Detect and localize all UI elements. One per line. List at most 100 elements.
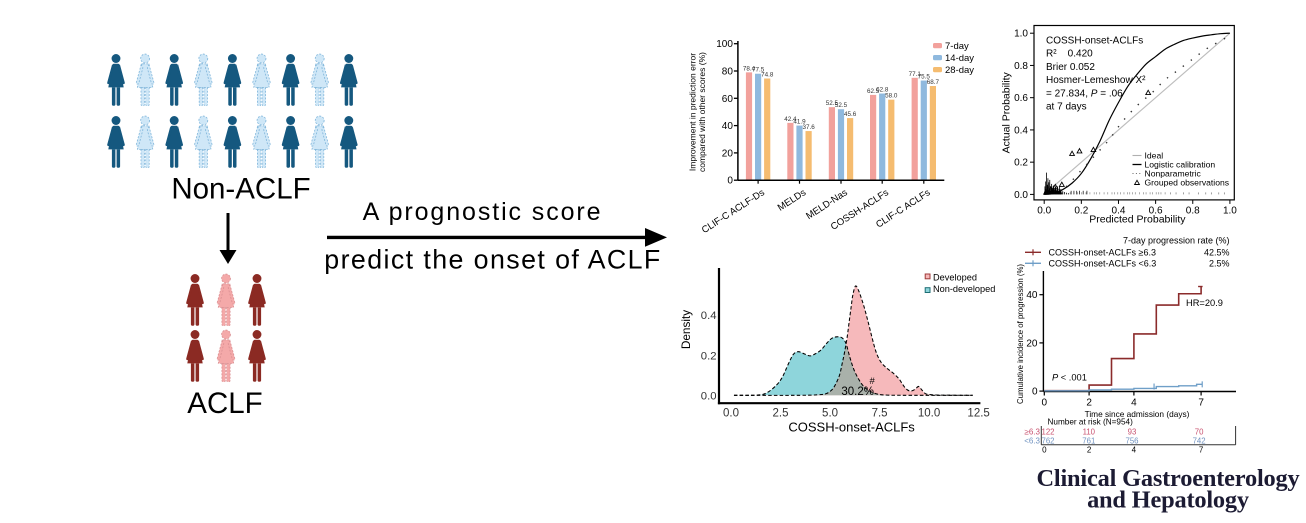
svg-text:40: 40 xyxy=(1026,290,1038,301)
svg-text:0.4: 0.4 xyxy=(1112,206,1126,217)
svg-text:R² 0.420: R² 0.420 xyxy=(1046,49,1093,60)
svg-text:762: 762 xyxy=(1041,436,1054,445)
svg-text:MELDs: MELDs xyxy=(776,187,809,213)
svg-text:Number at risk (N=954): Number at risk (N=954) xyxy=(1048,418,1134,427)
svg-text:at 7 days: at 7 days xyxy=(1046,102,1087,113)
svg-text:77.5: 77.5 xyxy=(752,67,765,74)
svg-text:74.8: 74.8 xyxy=(761,72,774,79)
svg-text:Actual Probability: Actual Probability xyxy=(1001,71,1013,153)
svg-text:COSSH-onset-ACLFs: COSSH-onset-ACLFs xyxy=(788,420,915,435)
svg-text:Density: Density xyxy=(679,310,693,349)
svg-text:20: 20 xyxy=(722,148,734,159)
svg-text:Ideal: Ideal xyxy=(1145,151,1164,161)
svg-text:Logistic calibration: Logistic calibration xyxy=(1145,160,1216,170)
svg-text:0.4: 0.4 xyxy=(1014,125,1028,136)
svg-text:70: 70 xyxy=(1195,427,1204,436)
svg-text:Developed: Developed xyxy=(933,272,977,282)
svg-text:78.4: 78.4 xyxy=(743,65,756,72)
svg-text:5.0: 5.0 xyxy=(822,408,838,420)
svg-text:0.2: 0.2 xyxy=(701,350,717,362)
svg-text:Grouped observations: Grouped observations xyxy=(1145,178,1230,188)
svg-text:0.6: 0.6 xyxy=(1014,93,1028,104)
svg-text:62.8: 62.8 xyxy=(876,87,889,94)
svg-text:12.5: 12.5 xyxy=(967,408,989,420)
svg-text:93: 93 xyxy=(1128,427,1137,436)
svg-text:A prognostic score: A prognostic score xyxy=(363,198,603,226)
svg-text:4: 4 xyxy=(1132,446,1137,455)
svg-text:Non-ACLF: Non-ACLF xyxy=(171,173,310,206)
svg-text:30.2%: 30.2% xyxy=(841,386,874,398)
svg-text:7: 7 xyxy=(1199,446,1204,455)
svg-text:58.0: 58.0 xyxy=(885,93,898,100)
svg-text:761: 761 xyxy=(1082,436,1095,445)
svg-text:2.5%: 2.5% xyxy=(1209,259,1230,269)
svg-text:and Hepatology: and Hepatology xyxy=(1087,487,1249,514)
svg-text:4: 4 xyxy=(1131,398,1137,409)
svg-text:Time since admission (days): Time since admission (days) xyxy=(1085,409,1190,419)
svg-text:42.5%: 42.5% xyxy=(1204,248,1230,258)
svg-text:ACLF: ACLF xyxy=(187,387,262,420)
svg-text:52.5: 52.5 xyxy=(835,102,848,109)
svg-text:0.0: 0.0 xyxy=(1014,190,1028,201)
svg-text:28-day: 28-day xyxy=(945,65,974,76)
svg-text:0.0: 0.0 xyxy=(1037,206,1051,217)
svg-text:0: 0 xyxy=(1032,387,1038,398)
svg-text:#: # xyxy=(870,376,876,387)
svg-text:100: 100 xyxy=(716,39,733,50)
svg-text:0.4: 0.4 xyxy=(701,310,717,322)
svg-text:7.5: 7.5 xyxy=(872,408,888,420)
svg-text:75.5: 75.5 xyxy=(918,74,931,81)
svg-text:Hosmer-Lemeshow X²: Hosmer-Lemeshow X² xyxy=(1046,75,1146,86)
svg-text:compared with other scores (%): compared with other scores (%) xyxy=(697,52,707,172)
svg-text:7-day progression rate (%): 7-day progression rate (%) xyxy=(1123,236,1230,246)
svg-text:0.8: 0.8 xyxy=(1014,61,1028,72)
svg-text:7-day: 7-day xyxy=(945,41,969,52)
svg-text:0.0: 0.0 xyxy=(701,391,717,403)
svg-text:742: 742 xyxy=(1193,436,1206,445)
svg-text:122: 122 xyxy=(1041,427,1054,436)
svg-text:CLIF-C ACLF-Ds: CLIF-C ACLF-Ds xyxy=(700,187,767,236)
svg-text:52.5: 52.5 xyxy=(826,100,839,107)
svg-text:0.6: 0.6 xyxy=(1149,206,1163,217)
svg-text:Cumulative incidence of progre: Cumulative incidence of progression (%) xyxy=(1016,264,1025,404)
svg-text:1.0: 1.0 xyxy=(1014,29,1028,40)
svg-text:predict the onset of ACLF: predict the onset of ACLF xyxy=(324,245,661,275)
svg-text:COSSH-onset-ACLFs: COSSH-onset-ACLFs xyxy=(1046,36,1143,47)
svg-text:37.6: 37.6 xyxy=(802,124,815,131)
svg-text:68.7: 68.7 xyxy=(927,79,940,86)
svg-text:20: 20 xyxy=(1026,338,1038,349)
svg-text:Brier 0.052: Brier 0.052 xyxy=(1046,62,1095,73)
svg-text:0.2: 0.2 xyxy=(1074,206,1088,217)
svg-text:0: 0 xyxy=(727,176,733,187)
svg-text:<6.3: <6.3 xyxy=(1024,436,1040,445)
svg-text:Predicted Probability: Predicted Probability xyxy=(1089,214,1186,226)
svg-text:1.0: 1.0 xyxy=(1223,206,1237,217)
svg-text:0: 0 xyxy=(1042,446,1047,455)
svg-text:0.0: 0.0 xyxy=(723,408,739,420)
svg-text:80: 80 xyxy=(722,67,734,78)
svg-text:2: 2 xyxy=(1086,398,1092,409)
svg-text:HR=20.9: HR=20.9 xyxy=(1186,298,1223,308)
svg-text:P < .001: P < .001 xyxy=(1052,373,1087,383)
svg-text:40: 40 xyxy=(722,121,734,132)
svg-text:110: 110 xyxy=(1083,427,1096,436)
svg-text:7: 7 xyxy=(1198,398,1204,409)
svg-text:45.6: 45.6 xyxy=(844,111,857,118)
svg-text:Non-developed: Non-developed xyxy=(933,284,995,294)
svg-text:COSSH-onset-ACLFs ≥6.3: COSSH-onset-ACLFs ≥6.3 xyxy=(1049,248,1156,258)
svg-text:756: 756 xyxy=(1125,436,1138,445)
svg-text:COSSH-onset-ACLFs <6.3: COSSH-onset-ACLFs <6.3 xyxy=(1049,259,1157,269)
svg-text:Improvement in prediction erro: Improvement in prediction error xyxy=(688,53,698,171)
svg-text:≥6.3: ≥6.3 xyxy=(1024,427,1040,436)
svg-text:10.0: 10.0 xyxy=(918,408,940,420)
svg-text:41.9: 41.9 xyxy=(793,119,806,126)
svg-text:77.1: 77.1 xyxy=(909,71,922,78)
svg-text:0.2: 0.2 xyxy=(1014,158,1028,169)
svg-text:62.5: 62.5 xyxy=(867,88,880,95)
svg-text:42.4: 42.4 xyxy=(784,116,797,123)
svg-text:0: 0 xyxy=(1042,398,1048,409)
svg-text:Nonparametric: Nonparametric xyxy=(1145,169,1202,179)
svg-text:2: 2 xyxy=(1087,446,1092,455)
svg-text:Clinical Gastroenterology: Clinical Gastroenterology xyxy=(1036,465,1299,492)
svg-text:2.5: 2.5 xyxy=(773,408,789,420)
